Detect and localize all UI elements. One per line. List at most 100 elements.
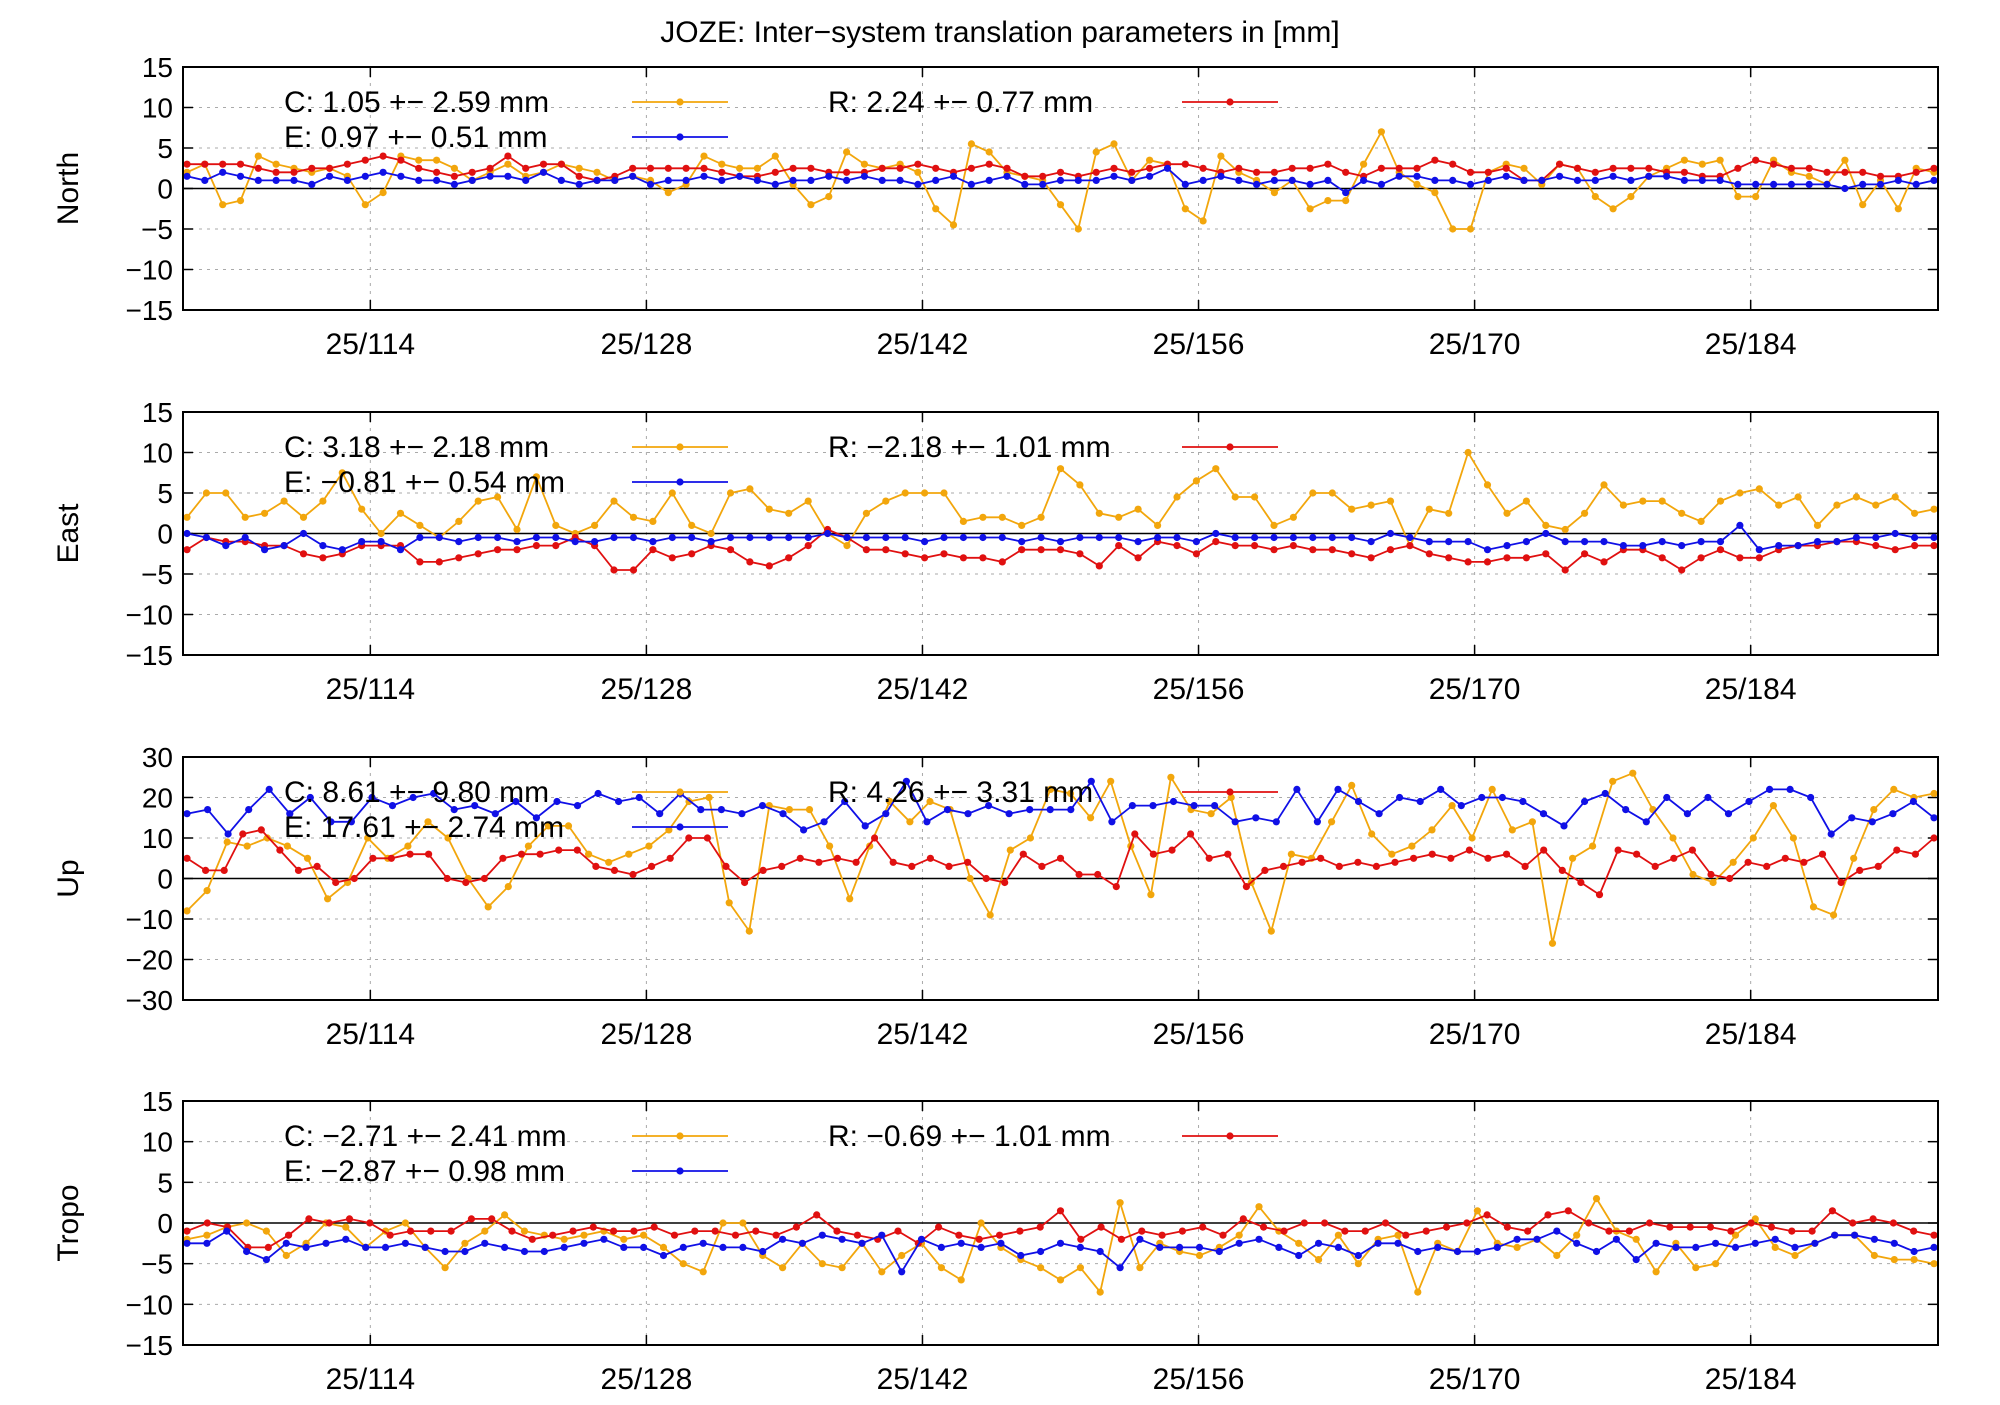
panel-up-series-E-point-21: [615, 797, 623, 806]
panel-east-series-R-point-56: [1270, 546, 1278, 554]
panel-east-series-E-point-76: [1658, 538, 1666, 546]
panel-up-series-E: [183, 777, 1938, 838]
panel-up-series-R-point-1: [202, 866, 210, 875]
panel-tropo-series-E-point-7: [322, 1239, 330, 1247]
panel-up-series-R-point-14: [443, 874, 451, 883]
panel-north-series-E-point-94: [1859, 180, 1867, 188]
panel-up-series-C-point-16: [504, 883, 512, 891]
panel-north-series-C-point-75: [1520, 164, 1528, 172]
panel-north-series-R-point-67: [1377, 164, 1385, 172]
panel-tropo-series-E-point-56: [1295, 1251, 1303, 1260]
panel-east-series-E-point-58: [1309, 533, 1317, 542]
panel-tropo-series-C-point-86: [1890, 1256, 1898, 1264]
panel-tropo-series-E-point-66: [1493, 1243, 1501, 1251]
panel-north-xtick-label-0: 25/114: [326, 328, 416, 361]
panel-east-series-E-point-68: [1503, 542, 1511, 550]
panel-east-series-E-point-6: [299, 529, 308, 538]
panel-tropo-series-C-point-69: [1553, 1251, 1561, 1260]
panel-north-series-R-point-12: [397, 156, 405, 164]
panel-tropo-series-R-point-12: [427, 1227, 435, 1235]
panel-east-legend-R-marker: [1226, 443, 1234, 451]
panel-east-series-E-point-16: [494, 533, 502, 542]
panel-up-series-R-point-38: [889, 858, 897, 866]
panel-tropo-series-R-point-42: [1036, 1223, 1044, 1231]
panel-east-series-C-point-25: [668, 489, 676, 497]
panel-north-series-E-point-59: [1235, 176, 1243, 184]
panel-up-series-C-point-27: [725, 899, 733, 907]
panel-tropo-series-C-point-57: [1315, 1256, 1323, 1264]
panel-up-series-E-point-73: [1683, 810, 1691, 818]
panel-up-series-C-point-87: [1930, 789, 1938, 798]
panel-tropo-series-C-point-19: [560, 1235, 568, 1243]
panel-east-series-E-point-23: [629, 533, 638, 542]
panel-north-series-E-point-14: [433, 176, 441, 184]
panel-north-series-E-point-26: [646, 180, 655, 188]
panel-east-series-C-point-22: [610, 497, 618, 505]
panel-east-series-E-point-71: [1561, 538, 1569, 546]
panel-up-series-C-point-23: [645, 842, 653, 850]
panel-east-series-R-point-12: [416, 558, 424, 566]
panel-north-series-E-point-41: [914, 180, 922, 188]
panel-east-series-R-point-89: [1911, 542, 1919, 550]
panel-up-series-R-point-66: [1410, 854, 1418, 862]
panel-east-series-R-point-60: [1348, 550, 1356, 558]
panel-up-series-R-point-25: [648, 862, 656, 871]
panel-east-series-E-point-83: [1794, 542, 1802, 550]
panel-north-legend-R-marker: [1226, 98, 1234, 106]
panel-north-series-C-point-35: [807, 201, 815, 209]
panel-up-series-R-point-74: [1558, 866, 1566, 875]
panel-north-series-R-point-10: [361, 156, 369, 164]
panel-up-series-R-point-63: [1354, 858, 1362, 866]
panel-north-series-R-point-73: [1484, 168, 1492, 176]
panel-up-series-R-point-21: [573, 846, 581, 854]
panel-north-series-E-point-16: [468, 176, 476, 184]
panel-tropo-series-E-point-70: [1573, 1239, 1581, 1247]
panel-east-series-E-point-54: [1231, 533, 1239, 542]
panel-east-series-C-point-52: [1192, 477, 1200, 485]
panel-tropo-series-R-point-84: [1889, 1219, 1897, 1227]
panel-east-series-E-point-60: [1348, 533, 1356, 542]
panel-up-series-R-point-61: [1317, 854, 1325, 862]
panel-tropo-series-R-point-71: [1625, 1227, 1633, 1235]
panel-up-legend-E-marker: [676, 823, 684, 831]
panel-tropo-series-E-point-24: [659, 1251, 668, 1260]
panel-east-series-C-point-55: [1251, 493, 1259, 501]
panel-up-series-E-point-56: [1334, 785, 1342, 794]
panel-up-series-C-point-6: [303, 854, 312, 862]
panel-east-series-C-point-59: [1328, 489, 1336, 497]
panel-tropo-series-R-point-40: [996, 1231, 1004, 1239]
panel-up-series-E-point-26: [717, 806, 726, 814]
panel-up-series-R-point-54: [1187, 830, 1195, 838]
panel-north-series-E-point-2: [219, 168, 227, 176]
panel-up-series-C-point-46: [1107, 777, 1115, 785]
panel-north-series-R-point-90: [1787, 164, 1795, 172]
panel-north-xtick-label-3: 25/156: [1153, 328, 1245, 361]
panel-north-series-C-point-31: [736, 164, 744, 172]
panel-tropo-series-E-point-73: [1632, 1256, 1640, 1264]
panel-up-series-C-point-39: [966, 874, 974, 883]
panel-east-series-E-point-30: [765, 533, 773, 542]
panel-east-series-E-point-33: [824, 529, 832, 538]
panel-north-series-C-point-38: [860, 160, 869, 168]
panel-tropo-series-R-point-50: [1199, 1223, 1207, 1231]
panel-north-series-R-point-59: [1235, 164, 1243, 172]
panel-up-series-R-point-43: [982, 874, 990, 883]
panel-up-series-E-point-2: [224, 830, 232, 838]
panel-up-series-R-point-52: [1149, 850, 1157, 858]
panel-north-series-E-point-7: [308, 180, 316, 188]
panel-east-series-C-point-39: [940, 489, 948, 497]
panel-tropo-series-C-point-61: [1394, 1231, 1402, 1239]
panel-tropo-series-E-point-52: [1215, 1247, 1223, 1256]
panel-north-series-E-point-8: [326, 172, 334, 180]
panel-east-series-R-point-19: [552, 542, 560, 550]
panel-north-series-R-point-79: [1591, 168, 1599, 176]
panel-east-series-C-point-46: [1076, 481, 1084, 489]
panel-east-series-R-point-25: [668, 554, 676, 562]
panel-up-series-R-point-35: [833, 854, 842, 862]
panel-north-series-R-point-52: [1110, 164, 1118, 172]
panel-up-series-E-point-14: [471, 802, 479, 810]
panel-north-series-E-point-93: [1841, 184, 1849, 193]
panel-tropo-series-E-point-77: [1712, 1239, 1720, 1247]
panel-up-series-C-point-76: [1709, 878, 1717, 887]
panel-up-ytick-label-0: −30: [126, 985, 174, 1016]
